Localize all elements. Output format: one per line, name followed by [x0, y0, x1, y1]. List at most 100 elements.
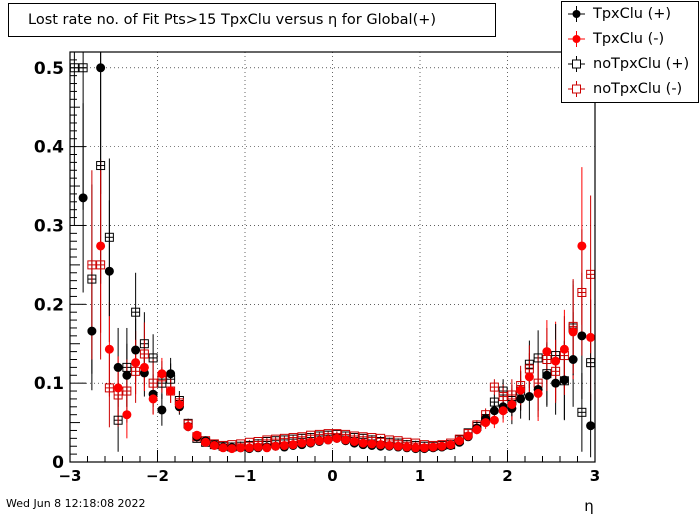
data-point	[236, 443, 246, 453]
x-tick-label: −3	[58, 467, 81, 485]
data-point	[516, 394, 526, 404]
legend-marker	[568, 56, 585, 72]
data-point	[96, 63, 106, 73]
grid-lines	[70, 52, 595, 462]
data-point	[428, 442, 438, 452]
data-point	[577, 241, 587, 251]
data-point	[288, 440, 298, 450]
legend-marker	[568, 31, 585, 47]
data-point	[78, 193, 88, 203]
x-tick-label: 2	[502, 467, 512, 485]
data-point	[209, 440, 219, 450]
data-point	[559, 375, 569, 385]
data-point	[157, 405, 167, 415]
data-point	[166, 369, 176, 379]
data-point	[131, 307, 141, 317]
data-point	[533, 353, 543, 363]
data-point	[113, 362, 123, 372]
y-tick-label: 0.2	[34, 295, 64, 315]
data-point	[419, 443, 429, 453]
x-tick-label: 0	[327, 467, 337, 485]
data-point	[148, 378, 158, 388]
data-point	[218, 443, 228, 453]
data-point	[542, 347, 552, 357]
data-point	[192, 430, 202, 440]
data-point	[577, 407, 587, 417]
legend-label: noTpxClu (-)	[593, 81, 683, 97]
data-point	[551, 378, 561, 388]
data-point	[87, 274, 97, 284]
data-point	[489, 406, 499, 416]
data-point	[349, 437, 359, 446]
data-point	[446, 440, 456, 450]
data-point	[122, 362, 132, 372]
data-point	[551, 366, 561, 376]
legend-label: noTpxClu (+)	[593, 56, 690, 72]
data-point	[104, 383, 114, 393]
data-point	[393, 441, 403, 451]
data-point	[489, 382, 499, 392]
y-tick-label: 0.1	[34, 374, 64, 394]
data-point	[113, 415, 123, 425]
data-point	[131, 366, 141, 376]
data-point	[297, 438, 307, 448]
data-point	[489, 415, 499, 425]
data-point	[586, 358, 596, 368]
data-point	[507, 399, 517, 409]
data-point	[524, 372, 534, 382]
data-point	[341, 435, 351, 445]
y-tick-label: 0	[52, 453, 64, 473]
axes: −3 −2 −1 0 1 2 3 0 0.1 0.2 0.3 0.4 0.5 η	[34, 51, 600, 514]
legend-label: TpxClu (+)	[593, 6, 672, 22]
legend-label: TpxClu (-)	[593, 31, 665, 47]
data-point	[551, 356, 561, 366]
data-point	[122, 370, 132, 380]
x-tick-label: 1	[415, 467, 425, 485]
data-point	[174, 399, 184, 409]
data-point	[323, 435, 333, 445]
data-point	[104, 232, 114, 242]
legend-marker	[568, 81, 585, 97]
data-point	[507, 390, 517, 400]
x-axis-label: η	[584, 497, 594, 514]
data-point	[227, 444, 237, 454]
legend-marker-symbol	[572, 59, 581, 69]
x-tick-label: 3	[590, 467, 600, 485]
data-point	[104, 344, 114, 354]
data-point	[87, 260, 97, 270]
data-point	[157, 378, 167, 388]
data-point	[122, 410, 132, 420]
data-point	[271, 441, 281, 451]
data-point	[577, 287, 587, 297]
data-point	[367, 439, 377, 449]
data-point	[463, 431, 473, 441]
data-points	[69, 63, 596, 454]
data-point	[279, 440, 289, 450]
data-point	[481, 418, 491, 428]
data-point	[533, 388, 543, 398]
legend-marker-symbol	[572, 10, 581, 18]
data-point	[454, 436, 464, 446]
data-point	[332, 433, 342, 443]
legend-marker-symbol	[572, 84, 581, 94]
y-tick-label: 0.4	[34, 138, 64, 158]
data-point	[384, 440, 394, 450]
data-point	[586, 269, 596, 279]
data-point	[148, 353, 158, 363]
data-point	[516, 385, 526, 395]
data-point	[96, 241, 106, 251]
data-point	[472, 425, 482, 435]
data-point	[104, 266, 114, 276]
data-point	[139, 349, 149, 359]
data-point	[166, 386, 176, 396]
data-point	[586, 332, 596, 342]
legend-entry: TpxClu (-)	[562, 28, 698, 52]
data-point	[139, 339, 149, 349]
data-point	[96, 260, 106, 270]
data-point	[524, 359, 534, 369]
data-point	[577, 331, 587, 341]
data-point	[568, 327, 578, 337]
data-point	[376, 440, 386, 450]
data-point	[201, 437, 211, 447]
